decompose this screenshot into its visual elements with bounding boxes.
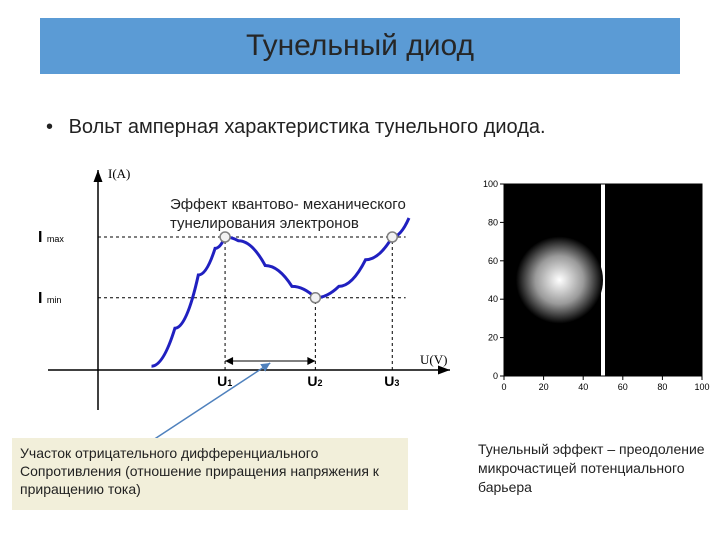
heatmap-caption: Тунельный эффект – преодоление микрочаст… [478,440,718,497]
svg-text:20: 20 [488,333,498,343]
title-bar: Тунельный диод [40,18,680,74]
svg-text:80: 80 [488,217,498,227]
svg-text:I min: I min [38,290,61,307]
svg-text:U3: U3 [384,373,399,389]
svg-text:U2: U2 [307,373,322,389]
svg-text:60: 60 [618,382,628,392]
bullet-text: Вольт амперная характеристика тунельного… [69,116,546,138]
svg-text:U(V): U(V) [420,352,447,367]
svg-text:100: 100 [483,179,498,189]
svg-text:I max: I max [38,229,64,246]
quantum-note: Эффект квантово- механического тунелиров… [170,196,470,234]
svg-text:100: 100 [694,382,709,392]
tunneling-heatmap: 00 20 20 40 40 60 60 80 80 100 100 [470,176,710,406]
svg-text:0: 0 [493,371,498,381]
heatmap-svg: 00 20 20 40 40 60 60 80 80 100 100 [470,176,710,406]
svg-text:0: 0 [501,382,506,392]
svg-text:U1: U1 [217,373,232,389]
svg-text:80: 80 [657,382,667,392]
main-bullet: • Вольт амперная характеристика тунельно… [46,116,546,139]
title-text: Тунельный диод [40,18,680,74]
svg-text:I(A): I(A) [108,166,130,181]
svg-text:40: 40 [488,294,498,304]
bullet-dot: • [46,116,53,138]
negative-resistance-note: Участок отрицательного дифференциального… [12,438,408,510]
svg-text:40: 40 [578,382,588,392]
svg-text:60: 60 [488,256,498,266]
svg-text:20: 20 [539,382,549,392]
